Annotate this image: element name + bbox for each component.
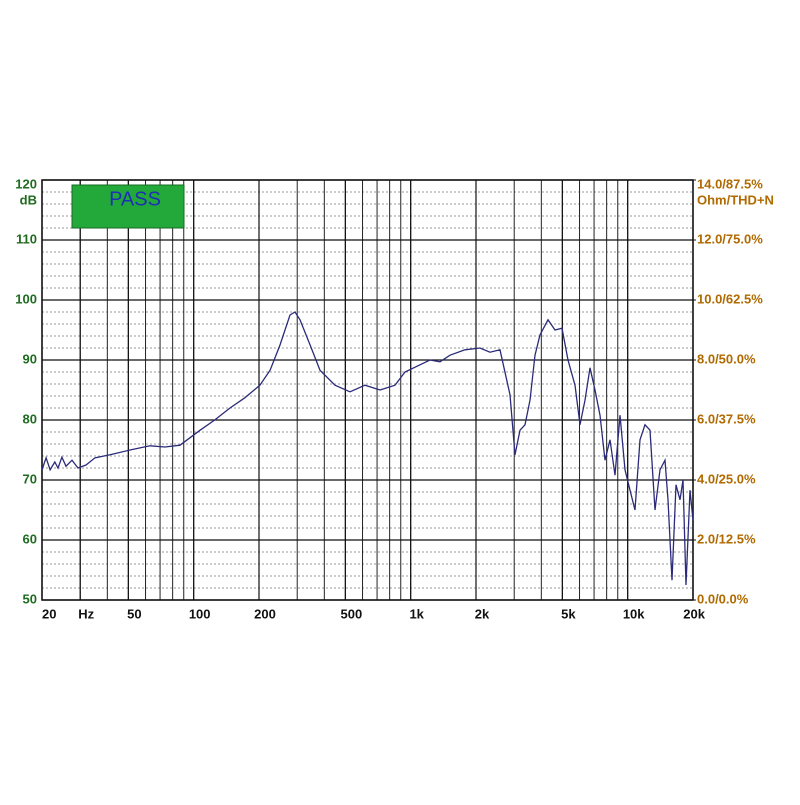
plot-frame	[41, 179, 694, 601]
x-tick-label: 100	[189, 606, 211, 621]
x-tick-label: 5k	[561, 606, 576, 621]
y2-tick-label: 8.0/50.0%	[697, 351, 756, 366]
pass-text: PASS	[109, 188, 161, 210]
x-tick-label: Hz	[78, 606, 94, 621]
y-axis-label: dB	[20, 192, 37, 207]
x-tick-label: 20	[42, 606, 56, 621]
response-curve	[41, 311, 694, 586]
y2-axis-label: Ohm/THD+N	[697, 192, 774, 207]
y-tick-label: 60	[23, 531, 37, 546]
y-tick-label: 50	[23, 591, 37, 606]
y2-tick-label: 6.0/37.5%	[697, 411, 756, 426]
y-tick-label: 100	[15, 291, 37, 306]
y-tick-label: 70	[23, 471, 37, 486]
x-tick-label: 10k	[623, 606, 645, 621]
x-tick-label: 50	[127, 606, 141, 621]
x-tick-label: 500	[341, 606, 363, 621]
x-tick-label: 2k	[475, 606, 490, 621]
y2-tick-label: 4.0/25.0%	[697, 471, 756, 486]
y2-tick-label: 0.0/0.0%	[697, 591, 749, 606]
x-tick-label: 200	[254, 606, 276, 621]
y-tick-label: 90	[23, 351, 37, 366]
y2-tick-label: 2.0/12.5%	[697, 531, 756, 546]
y-tick-label: 80	[23, 411, 37, 426]
y-tick-label: 110	[16, 231, 37, 246]
y2-tick-label: 10.0/62.5%	[697, 291, 763, 306]
x-tick-label: 1k	[409, 606, 424, 621]
pass-badge	[71, 184, 185, 229]
y-tick-label: 120	[15, 176, 37, 191]
x-tick-label: 20k	[683, 606, 705, 621]
y2-tick-label: 14.0/87.5%	[697, 176, 763, 191]
y2-tick-label: 12.0/75.0%	[697, 231, 763, 246]
